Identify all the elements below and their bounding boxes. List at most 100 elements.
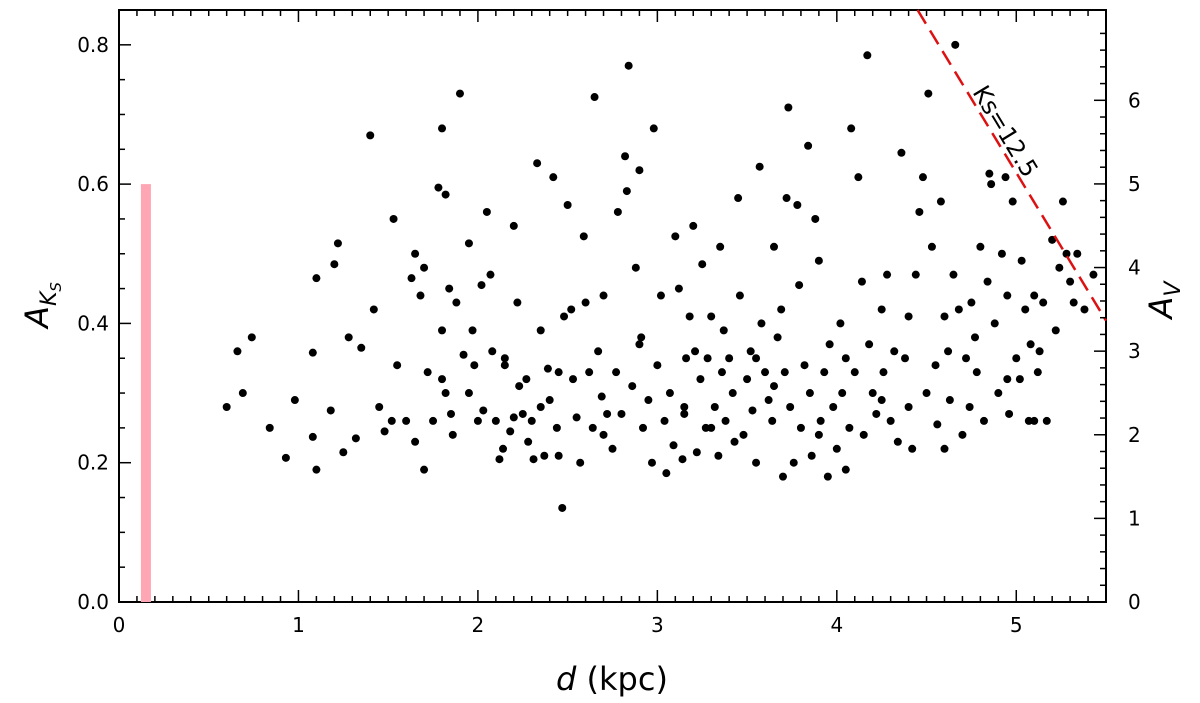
y-right-tick-label: 0 bbox=[1128, 590, 1141, 614]
data-point bbox=[647, 458, 656, 467]
y-left-tick-label: 0.2 bbox=[77, 451, 109, 475]
data-point bbox=[997, 249, 1006, 258]
data-point bbox=[1030, 291, 1039, 300]
data-point bbox=[904, 402, 913, 411]
data-point bbox=[599, 430, 608, 439]
data-point bbox=[796, 423, 805, 432]
data-point bbox=[863, 51, 872, 60]
data-point bbox=[631, 263, 640, 272]
data-point bbox=[859, 430, 868, 439]
data-point bbox=[613, 207, 622, 216]
data-point bbox=[441, 190, 450, 199]
data-point bbox=[452, 298, 461, 307]
y-left-tick-label: 0.4 bbox=[77, 311, 109, 335]
data-point bbox=[940, 444, 949, 453]
data-point bbox=[477, 281, 486, 290]
y-right-tick-label: 3 bbox=[1128, 339, 1141, 363]
data-point bbox=[479, 406, 488, 415]
data-point bbox=[752, 458, 761, 467]
data-point bbox=[597, 392, 606, 401]
data-point bbox=[717, 368, 726, 377]
data-point bbox=[1012, 354, 1021, 363]
data-point bbox=[599, 291, 608, 300]
data-point bbox=[987, 180, 996, 189]
data-point bbox=[780, 368, 789, 377]
data-point bbox=[710, 402, 719, 411]
data-point bbox=[563, 201, 572, 210]
data-point bbox=[448, 430, 457, 439]
data-point bbox=[838, 389, 847, 398]
x-tick-label: 4 bbox=[830, 613, 843, 637]
data-point bbox=[524, 437, 533, 446]
data-point bbox=[518, 409, 527, 418]
data-point bbox=[685, 312, 694, 321]
ks-limit-line bbox=[916, 9, 1108, 322]
data-point bbox=[617, 409, 626, 418]
data-point bbox=[312, 274, 321, 283]
data-point bbox=[924, 89, 933, 98]
data-point bbox=[795, 281, 804, 290]
data-point bbox=[464, 239, 473, 248]
data-point bbox=[743, 375, 752, 384]
data-point bbox=[755, 162, 764, 171]
data-point bbox=[366, 131, 375, 140]
data-point bbox=[716, 242, 725, 251]
data-point bbox=[445, 284, 454, 293]
data-point bbox=[814, 430, 823, 439]
data-point bbox=[423, 368, 432, 377]
data-point bbox=[579, 232, 588, 241]
x-tick-label: 5 bbox=[1010, 613, 1023, 637]
data-point bbox=[222, 402, 231, 411]
y-axis-left-label: AKS bbox=[18, 282, 65, 330]
data-point bbox=[674, 284, 683, 293]
data-point bbox=[621, 152, 630, 161]
data-point bbox=[1089, 270, 1098, 279]
data-point bbox=[649, 124, 658, 133]
data-point bbox=[945, 396, 954, 405]
data-point bbox=[1001, 173, 1010, 182]
data-point bbox=[814, 256, 823, 265]
data-point bbox=[238, 389, 247, 398]
data-point bbox=[603, 409, 612, 418]
data-point bbox=[407, 274, 416, 283]
data-point bbox=[757, 319, 766, 328]
data-point bbox=[622, 187, 631, 196]
data-point bbox=[918, 173, 927, 182]
y-left-tick-label: 0.0 bbox=[77, 590, 109, 614]
data-point bbox=[893, 437, 902, 446]
x-tick-label: 1 bbox=[292, 613, 305, 637]
data-point bbox=[761, 368, 770, 377]
data-point bbox=[850, 368, 859, 377]
data-point bbox=[901, 354, 910, 363]
data-point bbox=[612, 368, 621, 377]
data-point bbox=[446, 409, 455, 418]
data-point bbox=[816, 416, 825, 425]
data-point bbox=[1017, 256, 1026, 265]
data-point bbox=[719, 326, 728, 335]
data-point bbox=[922, 389, 931, 398]
data-point bbox=[635, 166, 644, 175]
data-point bbox=[590, 93, 599, 102]
x-tick-label: 3 bbox=[651, 613, 664, 637]
data-point bbox=[868, 389, 877, 398]
data-point bbox=[628, 382, 637, 391]
data-point bbox=[1008, 197, 1017, 206]
data-point bbox=[703, 354, 712, 363]
data-point bbox=[1058, 197, 1067, 206]
data-point bbox=[536, 326, 545, 335]
data-point bbox=[823, 472, 832, 481]
data-point bbox=[635, 340, 644, 349]
data-point bbox=[979, 416, 988, 425]
data-point bbox=[653, 361, 662, 370]
data-point bbox=[522, 375, 531, 384]
data-point bbox=[1003, 375, 1012, 384]
data-point bbox=[1033, 368, 1042, 377]
data-point bbox=[416, 291, 425, 300]
data-point bbox=[682, 354, 691, 363]
data-point bbox=[782, 194, 791, 203]
data-point bbox=[764, 396, 773, 405]
data-point bbox=[1030, 416, 1039, 425]
data-point bbox=[326, 406, 335, 415]
data-point bbox=[1048, 235, 1057, 244]
